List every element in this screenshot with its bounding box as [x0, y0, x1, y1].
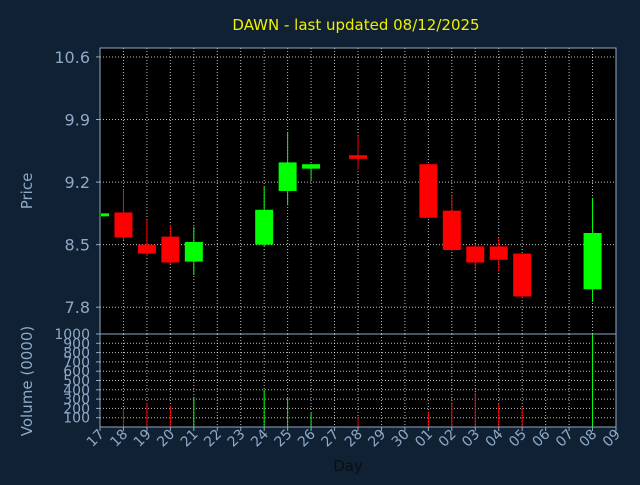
- day-tick-label: 23: [225, 427, 249, 451]
- volume-tick-label: 900: [63, 336, 90, 352]
- day-tick-label: 27: [318, 427, 342, 451]
- price-tick-label: 9.9: [65, 111, 90, 130]
- day-tick-label: 19: [131, 427, 155, 451]
- day-tick-label: 29: [365, 427, 389, 451]
- day-tick-label: 08: [576, 427, 600, 451]
- day-tick-label: 24: [248, 426, 272, 450]
- volume-tick-label: 500: [63, 374, 90, 390]
- volume-tick-label: 700: [63, 355, 90, 371]
- day-axis: 17 18 19 20 21 22 23 24 25 26 27 28 29 30 01 02 03 04 05 06…: [84, 426, 624, 450]
- candle-body: [114, 212, 133, 238]
- day-tick-label: 01: [412, 427, 436, 451]
- price-axis-title: Price: [18, 173, 36, 210]
- day-tick-label: 07: [553, 427, 577, 451]
- day-tick-label: 05: [506, 427, 530, 451]
- candle-body: [489, 246, 508, 260]
- candle-body: [137, 244, 156, 254]
- chart-title: DAWN - last updated 08/12/2025: [232, 16, 479, 34]
- day-tick-label: 09: [600, 427, 624, 451]
- candle-body: [583, 233, 602, 290]
- price-panel: 10.6 9.9 9.2 8.5 7.8: [54, 47, 617, 335]
- day-tick-label: 30: [389, 427, 413, 451]
- volume-tick-label: 1000: [54, 327, 90, 343]
- candle-body: [466, 246, 485, 263]
- candle-body: [349, 155, 367, 159]
- price-tick-label: 8.5: [65, 236, 90, 255]
- price-tick-label: 10.6: [54, 48, 90, 67]
- candle-body: [302, 164, 321, 169]
- day-tick-label: 22: [201, 427, 225, 451]
- candle-body: [255, 209, 274, 245]
- day-tick-label: 03: [459, 427, 483, 451]
- day-tick-label: 20: [154, 427, 178, 451]
- candle-body: [419, 164, 438, 218]
- day-tick-label: 04: [483, 426, 507, 450]
- volume-axis-title: Volume (0000): [18, 326, 36, 436]
- day-tick-label: 21: [178, 427, 202, 451]
- candle-body: [442, 210, 461, 250]
- day-tick-label: 26: [295, 426, 319, 450]
- day-tick-label: 06: [530, 426, 554, 450]
- day-axis-title: Day: [333, 457, 363, 475]
- day-tick-label: 17: [84, 427, 108, 451]
- volume-tick-label: 400: [63, 383, 90, 399]
- volume-tick-label: 300: [63, 392, 90, 408]
- candle-body: [513, 253, 532, 297]
- price-tick-label: 9.2: [65, 173, 90, 192]
- price-tick-label: 7.8: [65, 298, 90, 317]
- candle-body: [278, 162, 297, 191]
- candle-body: [101, 213, 109, 217]
- volume-tick-label: 100: [63, 411, 90, 427]
- day-tick-label: 25: [272, 427, 296, 451]
- candle-body: [184, 241, 203, 262]
- day-tick-label: 28: [342, 427, 366, 451]
- volume-tick-label: 800: [63, 346, 90, 362]
- day-tick-label: 02: [436, 427, 460, 451]
- day-tick-label: 18: [107, 427, 131, 451]
- candle-body: [161, 236, 180, 263]
- volume-tick-label: 600: [63, 364, 90, 380]
- volume-tick-label: 200: [63, 401, 90, 417]
